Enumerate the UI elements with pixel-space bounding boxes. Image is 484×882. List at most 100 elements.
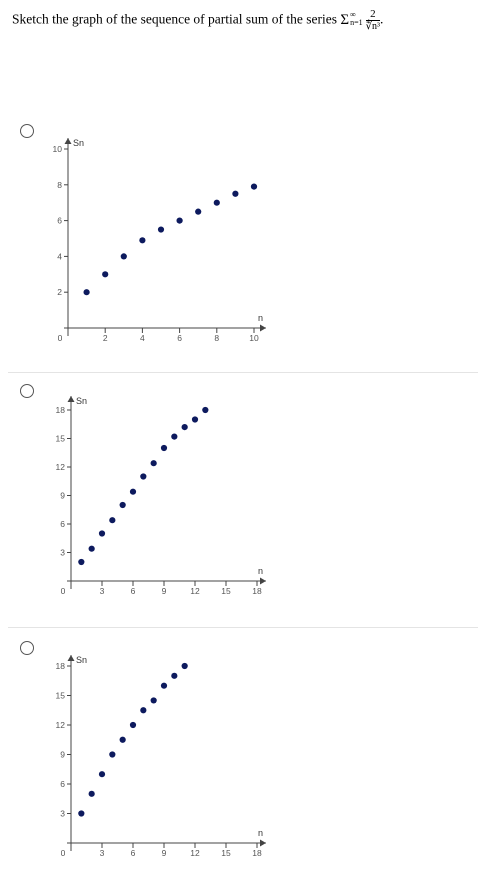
data-point	[160, 444, 168, 452]
y-tick-label: 8	[57, 180, 62, 190]
x-tick-label: 6	[131, 586, 136, 596]
x-tick-label: 6	[131, 848, 136, 858]
question-text: Sketch the graph of the sequence of part…	[12, 8, 472, 33]
x-tick-label: 18	[252, 848, 262, 858]
y-tick-label: 12	[56, 720, 66, 730]
x-axis-arrow	[260, 324, 266, 332]
question-prefix: Sketch the graph of the sequence of part…	[12, 11, 341, 27]
x-tick-label: 4	[140, 333, 145, 343]
data-point	[140, 473, 147, 480]
data-point	[119, 736, 126, 743]
y-tick-label: 4	[57, 251, 62, 261]
y-axis-arrow	[67, 396, 75, 402]
series-numerator: 2	[365, 8, 381, 21]
series-upper-limit: ∞	[350, 9, 356, 19]
y-tick-label: 15	[56, 691, 66, 701]
data-point	[78, 810, 85, 817]
option-2-radio[interactable]	[20, 384, 34, 398]
y-tick-label: 18	[56, 405, 66, 415]
x-axis-label: n	[258, 828, 263, 838]
data-point	[157, 226, 165, 233]
series-denominator: ∜n³	[365, 21, 381, 32]
series-lower-limit: n=1	[350, 17, 363, 27]
data-point	[150, 697, 157, 704]
data-point	[83, 289, 90, 296]
y-axis-arrow	[64, 138, 72, 144]
data-point	[109, 751, 116, 758]
option-1-graph: Sn n 2 4 6 8 10 0 2 4 6 8 10	[53, 138, 266, 343]
data-point	[150, 460, 157, 467]
data-point	[140, 707, 147, 714]
data-point	[181, 424, 188, 431]
y-tick-label: 3	[60, 809, 65, 819]
y-tick-label: 6	[60, 519, 65, 529]
data-point	[102, 271, 109, 278]
data-point	[171, 433, 178, 440]
data-point	[98, 530, 106, 537]
data-point	[119, 501, 126, 509]
data-point	[171, 672, 178, 679]
data-point	[88, 790, 95, 797]
x-tick-label: 18	[252, 586, 262, 596]
x-tick-label: 15	[221, 848, 231, 858]
data-point	[213, 199, 220, 206]
y-axis-label: Sn	[73, 138, 84, 148]
y-tick-label: 6	[57, 216, 62, 226]
data-point	[98, 771, 106, 778]
data-point	[78, 558, 85, 566]
y-tick-label: 6	[60, 779, 65, 789]
question-suffix: .	[380, 11, 384, 27]
option-1-radio[interactable]	[20, 124, 34, 138]
sigma-symbol: Σ	[340, 11, 350, 28]
y-tick-label: 18	[56, 661, 66, 671]
option-2-graph: Sn n 3 6 9 12 15 18 0 3 6 9 12 15 18	[56, 396, 266, 596]
x-tick-label: 12	[190, 848, 200, 858]
x-axis-arrow	[260, 839, 266, 847]
data-point	[232, 190, 239, 197]
y-tick-label: 9	[60, 750, 65, 760]
data-point	[129, 488, 137, 495]
x-tick-label: 8	[214, 333, 219, 343]
x-tick-label: 2	[103, 333, 108, 343]
data-point	[181, 662, 188, 670]
data-point	[250, 183, 258, 190]
x-tick-label: 3	[100, 586, 105, 596]
x-tick-label: 0	[61, 586, 66, 596]
x-axis-label: n	[258, 566, 263, 576]
x-tick-label: 9	[162, 848, 167, 858]
option-3-graph: Sn n 3 6 9 12 15 18 0 3 6 9 12 15 18	[56, 655, 266, 858]
x-tick-label: 3	[100, 848, 105, 858]
data-point	[139, 237, 146, 244]
data-point	[109, 517, 116, 524]
option-3-radio[interactable]	[20, 641, 34, 655]
y-tick-label: 9	[60, 491, 65, 501]
y-tick-label: 2	[57, 287, 62, 297]
x-tick-label: 9	[162, 586, 167, 596]
x-tick-label: 10	[249, 333, 259, 343]
x-axis-label: n	[258, 313, 263, 323]
option-divider	[8, 372, 478, 373]
y-tick-label: 3	[60, 548, 65, 558]
data-point	[176, 217, 183, 224]
y-axis-label: Sn	[76, 396, 87, 406]
data-point	[191, 416, 199, 423]
x-tick-label: 15	[221, 586, 231, 596]
data-point	[129, 721, 137, 729]
y-tick-label: 12	[56, 462, 66, 472]
y-tick-label: 15	[56, 434, 66, 444]
data-point	[88, 545, 95, 552]
data-point	[195, 208, 202, 215]
y-axis-label: Sn	[76, 655, 87, 665]
x-tick-label: 6	[177, 333, 182, 343]
data-point	[120, 253, 127, 260]
series-expression: Σ ∞ n=1 2 ∜n³	[340, 8, 381, 32]
x-tick-label: 12	[190, 586, 200, 596]
x-tick-label: 0	[61, 848, 66, 858]
y-axis-arrow	[67, 655, 75, 661]
x-tick-label: 0	[58, 333, 63, 343]
y-tick-label: 10	[53, 144, 63, 154]
data-point	[202, 406, 209, 414]
option-divider	[8, 627, 478, 628]
x-axis-arrow	[260, 577, 266, 585]
data-point	[160, 682, 168, 689]
